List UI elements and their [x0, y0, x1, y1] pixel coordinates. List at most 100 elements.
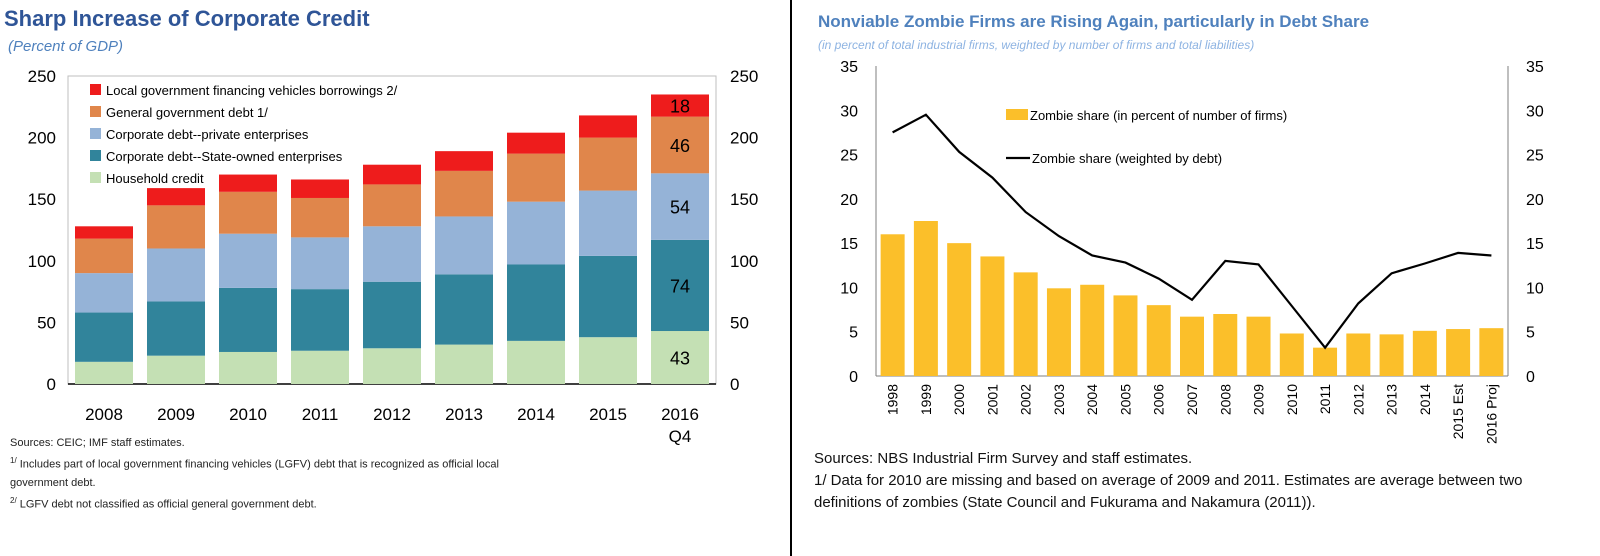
legend-swatch	[90, 172, 101, 183]
corporate-credit-chart: 0 0 50 50 100 100 150 150 200 200 250 250 2008 2009 20…	[28, 67, 759, 446]
bar-segment	[147, 205, 205, 249]
zombie-share-bar	[1379, 334, 1404, 376]
zombie-share-bar	[1446, 329, 1471, 376]
zombie-share-bar	[1013, 272, 1038, 376]
bar-segment	[363, 348, 421, 384]
footnote-1-mark: 1/	[10, 456, 17, 465]
bar-segment	[507, 264, 565, 341]
x-tick-label: 2012	[373, 405, 411, 424]
legend-entry-label: Household credit	[106, 171, 204, 186]
bar-segment	[291, 350, 349, 384]
zombie-share-bar	[1412, 330, 1437, 376]
legend-swatch	[90, 106, 101, 117]
bar-segment	[651, 331, 709, 384]
bar-segment	[435, 216, 493, 275]
left-y-tick-label: 20	[840, 192, 858, 209]
left-y-tick-label: 200	[28, 129, 56, 148]
panel-divider	[790, 0, 792, 556]
bar-segment	[651, 116, 709, 174]
legend-entry-label: Local government financing vehicles borr…	[106, 83, 398, 98]
left-footnote-2: 2/ LGFV debt not classified as official …	[10, 492, 530, 514]
x-tick-label: 2002	[1018, 384, 1034, 415]
x-tick-label: 2016	[661, 405, 699, 424]
bar-segment	[435, 344, 493, 384]
bar-segment	[75, 273, 133, 313]
bar-segment	[651, 94, 709, 117]
left-chart-notes: Sources: CEIC; IMF staff estimates. 1/ I…	[10, 434, 530, 513]
right-chart-notes: Sources: NBS Industrial Firm Survey and …	[814, 448, 1554, 514]
legend-entry-label: Corporate debt--private enterprises	[106, 127, 309, 142]
bar-segment	[291, 237, 349, 290]
zombie-share-bar	[980, 256, 1005, 376]
bar-segment	[219, 174, 277, 192]
x-tick-label: 2013	[445, 405, 483, 424]
bar-segment	[363, 164, 421, 185]
bar-segment	[147, 301, 205, 356]
x-tick-label: 2009	[1251, 384, 1267, 415]
bar-segment	[147, 355, 205, 384]
bar-segment	[579, 255, 637, 338]
right-y-tick-label: 10	[1526, 280, 1544, 297]
bar-segment	[75, 226, 133, 239]
bar-segment	[579, 337, 637, 384]
zombie-share-bar	[1479, 328, 1504, 376]
x-tick-label: 2011	[302, 405, 339, 424]
zombie-share-bar	[913, 221, 938, 376]
zombie-share-bar	[947, 243, 972, 376]
left-y-tick-label: 50	[37, 313, 56, 332]
legend-swatch	[90, 128, 101, 139]
left-y-tick-label: 0	[849, 369, 858, 386]
bar-segment	[435, 151, 493, 171]
bar-segment	[651, 239, 709, 332]
bar-segment	[651, 173, 709, 240]
footnote-2-text: LGFV debt not classified as official gen…	[19, 498, 317, 511]
left-y-tick-label: 25	[840, 148, 858, 165]
zombie-share-bar	[1246, 316, 1271, 376]
right-y-tick-label: 100	[730, 252, 758, 271]
right-y-tick-label: 15	[1526, 236, 1544, 253]
bar-segment	[363, 226, 421, 282]
zombie-share-bar	[1346, 333, 1371, 376]
zombie-share-bar	[1080, 284, 1105, 376]
x-tick-label: 2015 Est	[1450, 384, 1466, 439]
x-tick-label: 2015	[589, 405, 627, 424]
bar-segment	[291, 197, 349, 238]
x-tick-label: Q4	[669, 427, 692, 446]
left-y-tick-label: 150	[28, 190, 56, 209]
x-tick-label: 2005	[1117, 384, 1133, 415]
footnote-2-mark: 2/	[10, 495, 17, 505]
right-y-tick-label: 25	[1526, 148, 1544, 165]
zombie-share-bar	[1213, 314, 1238, 376]
left-y-tick-label: 30	[840, 103, 858, 120]
left-sources-note: Sources: CEIC; IMF staff estimates.	[10, 437, 185, 449]
bar-data-label: 46	[670, 136, 690, 156]
x-tick-label: 2004	[1084, 384, 1100, 415]
left-y-tick-label: 100	[28, 252, 56, 271]
bar-segment	[507, 340, 565, 384]
legend-entry-label: Zombie share (weighted by debt)	[1032, 151, 1222, 166]
right-y-tick-label: 200	[730, 129, 758, 148]
left-y-tick-label: 35	[840, 59, 858, 76]
zombie-debt-share-line	[892, 113, 1492, 350]
left-chart-subtitle: (Percent of GDP)	[8, 38, 124, 55]
bar-segment	[579, 190, 637, 256]
x-tick-label: 2014	[1417, 384, 1433, 415]
x-tick-label: 2013	[1384, 384, 1400, 415]
right-y-tick-label: 0	[730, 375, 739, 394]
bar-segment	[579, 115, 637, 138]
x-tick-label: 2001	[984, 384, 1000, 415]
legend-swatch	[90, 84, 101, 95]
x-tick-label: 1999	[918, 384, 934, 415]
bar-segment	[507, 201, 565, 265]
left-y-tick-label: 5	[849, 325, 858, 342]
right-sources-note: Sources: NBS Industrial Firm Survey and …	[814, 450, 1193, 467]
right-y-tick-label: 30	[1526, 103, 1544, 120]
left-chart-title: Sharp Increase of Corporate Credit	[4, 6, 370, 31]
bar-segment	[363, 184, 421, 227]
footnote-1-text: Includes part of local government financ…	[10, 458, 499, 489]
left-y-tick-label: 10	[840, 280, 858, 297]
right-footnote-1: 1/ Data for 2010 are missing and based o…	[814, 472, 1523, 511]
bar-segment	[291, 289, 349, 351]
bar-data-label: 74	[670, 276, 690, 296]
bar-segment	[579, 137, 637, 191]
